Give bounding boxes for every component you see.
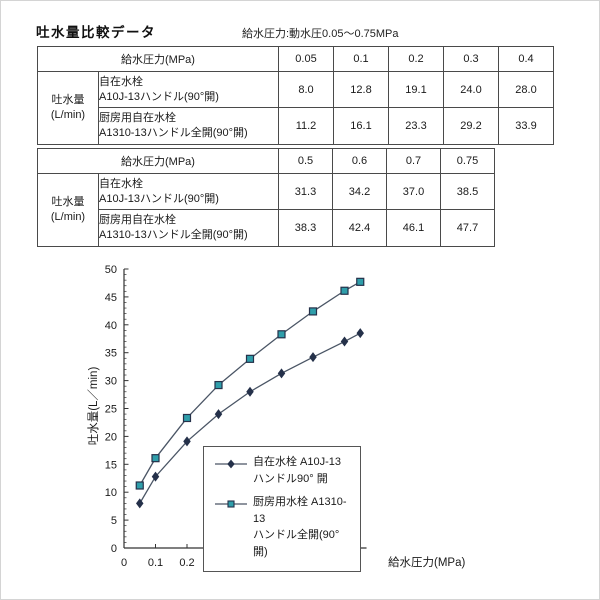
flow-value: 11.2 [278,107,334,145]
flow-value: 19.1 [388,71,444,108]
y-tick-label: 20 [105,431,117,443]
y-tick-label: 35 [105,348,117,360]
square-marker [135,481,144,490]
pressure-header-label: 給水圧力(MPa) [37,46,279,72]
pressure-value: 0.5 [278,148,333,174]
y-tick-label: 40 [105,320,117,332]
comparison-table-1: 給水圧力(MPa) 0.05 0.1 0.2 0.3 0.4 吐水量 (L/min) 自在水栓 A… [37,46,554,145]
flow-rate-chart: 0510152025303540455000.10.20.30.40.50.60… [86,251,561,586]
y-tick-label: 30 [105,376,117,388]
flow-value: 29.2 [443,107,499,145]
square-marker [340,286,349,295]
comparison-table-2: 給水圧力(MPa) 0.5 0.6 0.7 0.75 吐水量 (L/min) 自在水栓 A10J… [37,148,495,247]
flow-value: 16.1 [333,107,389,145]
diamond-marker [356,328,364,339]
diamond-marker [246,386,254,397]
flow-value: 47.7 [440,209,495,247]
flow-value: 33.9 [498,107,554,145]
pressure-value: 0.6 [332,148,387,174]
x-tick-label: 0.1 [148,557,163,569]
y-tick-label: 15 [105,459,117,471]
diamond-marker [277,368,286,379]
x-tick-label: 0 [121,557,127,569]
flow-value: 38.5 [440,173,495,210]
flow-rate-unit-label: 吐水量 (L/min) [37,173,99,247]
square-marker [277,330,286,339]
y-tick-label: 45 [105,292,117,304]
faucet-name: 厨房用自在水栓 A1310-13ハンドル全開(90°開) [98,107,279,145]
y-tick-label: 5 [111,515,117,527]
chart-legend: 自在水栓 A10J-13 ハンドル90° 開厨房用水栓 A1310-13 ハンドル全… [203,446,361,572]
square-marker [214,380,223,390]
legend-label: 自在水栓 A10J-13 ハンドル90° 開 [253,456,342,485]
flow-value: 28.0 [498,71,554,108]
flow-value: 34.2 [332,173,387,210]
pressure-header-label: 給水圧力(MPa) [37,148,279,174]
flow-value: 37.0 [386,173,441,210]
faucet-name: 厨房用自在水栓 A1310-13ハンドル全開(90°開) [98,209,279,247]
faucet-name: 自在水栓 A10J-13ハンドル(90°開) [98,173,279,210]
pressure-value: 0.4 [498,46,554,72]
diamond-marker [340,336,349,347]
diamond-marker [309,352,317,363]
pressure-range-note: 給水圧力:動水圧0.05～0.75MPa [242,28,399,40]
legend-entry: 厨房用水栓 A1310-13 ハンドル全開(90° 開) [214,494,354,560]
flow-value: 23.3 [388,107,444,145]
y-tick-label: 50 [105,264,117,276]
page-title: 吐水量比較データ [36,25,156,40]
y-tick-label: 25 [105,404,117,416]
flow-rate-unit-label: 吐水量 (L/min) [37,71,99,145]
x-axis-title: 給水圧力(MPa) [388,555,465,569]
square-marker [151,454,160,463]
diamond-marker [214,409,223,420]
x-tick-label: 0.2 [179,557,194,569]
square-marker [356,277,365,286]
square-marker [245,354,255,363]
legend-square-icon [215,500,247,508]
legend-label: 厨房用水栓 A1310-13 ハンドル全開(90° 開) [253,496,347,558]
pressure-value: 0.05 [278,46,334,72]
y-axis-title: 吐水量(L／min) [87,367,100,446]
pressure-value: 0.2 [388,46,444,72]
diamond-marker [136,498,144,509]
pressure-value: 0.7 [386,148,441,174]
square-marker [182,413,192,423]
flow-value: 31.3 [278,173,333,210]
legend-diamond-icon [215,459,247,469]
square-marker [308,307,318,316]
diamond-marker [151,471,160,482]
diamond-marker [183,436,191,447]
pressure-value: 0.3 [443,46,499,72]
pressure-value: 0.75 [440,148,495,174]
y-tick-label: 10 [105,487,117,499]
flow-value: 42.4 [332,209,387,247]
pressure-value: 0.1 [333,46,389,72]
flow-value: 46.1 [386,209,441,247]
legend-entry: 自在水栓 A10J-13 ハンドル90° 開 [214,454,354,487]
flow-value: 24.0 [443,71,499,108]
flow-value: 38.3 [278,209,333,247]
flow-value: 8.0 [278,71,334,108]
faucet-name: 自在水栓 A10J-13ハンドル(90°開) [98,71,279,108]
flow-value: 12.8 [333,71,389,108]
y-tick-label: 0 [111,543,117,555]
